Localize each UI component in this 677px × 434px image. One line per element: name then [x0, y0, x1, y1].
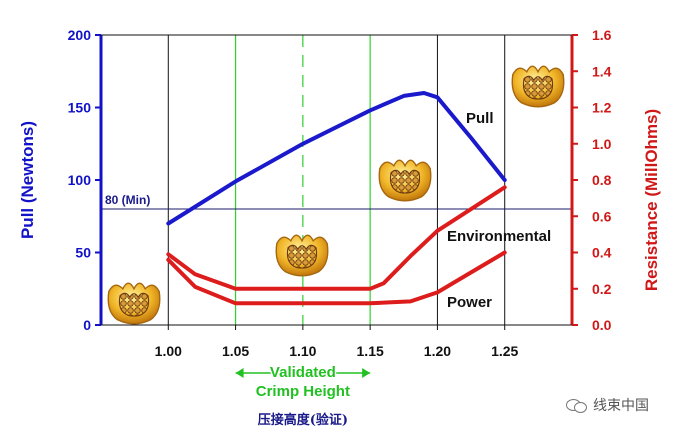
crimp-icon-3: [378, 159, 432, 202]
right-tick-label: 0.2: [592, 281, 612, 297]
right-axis-label: Resistance (MillOhms): [642, 109, 661, 291]
series-line-environmental: [166, 185, 507, 291]
validated-arrow-right: [362, 368, 371, 378]
left-tick-label: 200: [68, 27, 92, 43]
right-tick-label: 0.0: [592, 317, 612, 333]
series-label-power: Power: [447, 294, 492, 311]
series-line-power: [166, 250, 507, 306]
left-tick-label: 50: [75, 245, 91, 261]
x-tick-label: 1.10: [289, 343, 316, 359]
left-tick-label: 150: [68, 100, 92, 116]
x-tick-label: 1.05: [222, 343, 249, 359]
wechat-icon: [566, 397, 588, 413]
validated-label-line1: Validated: [270, 364, 336, 381]
right-tick-label: 1.4: [592, 63, 612, 79]
x-tick-label: 1.25: [491, 343, 518, 359]
series-label-pull: Pull: [466, 110, 494, 127]
reference-line-label: 80 (Min): [105, 193, 150, 207]
right-tick-label: 1.2: [592, 100, 612, 116]
validated-label-line2: Crimp Height: [256, 383, 350, 400]
series-line-pull: [166, 91, 507, 226]
x-tick-label: 1.20: [424, 343, 451, 359]
validated-arrow-left: [235, 368, 244, 378]
right-tick-label: 1.0: [592, 136, 612, 152]
crimp-icon-1: [107, 282, 161, 325]
left-axis-label: Pull (Newtons): [18, 121, 37, 239]
right-tick-label: 0.8: [592, 172, 612, 188]
crimp-icon-2: [275, 234, 329, 277]
right-tick-label: 0.4: [592, 245, 612, 261]
crimp-icon-4: [511, 65, 565, 108]
left-tick-label: 100: [68, 172, 92, 188]
left-tick-label: 0: [83, 317, 91, 333]
watermark: 线束中国: [566, 395, 649, 415]
watermark-text: 线束中国: [593, 398, 649, 414]
series-label-environmental: Environmental: [447, 228, 551, 245]
right-tick-label: 1.6: [592, 27, 612, 43]
right-tick-label: 0.6: [592, 208, 612, 224]
x-tick-label: 1.00: [155, 343, 182, 359]
caption-cn: 压接高度(验证): [258, 412, 348, 428]
x-tick-label: 1.15: [357, 343, 384, 359]
